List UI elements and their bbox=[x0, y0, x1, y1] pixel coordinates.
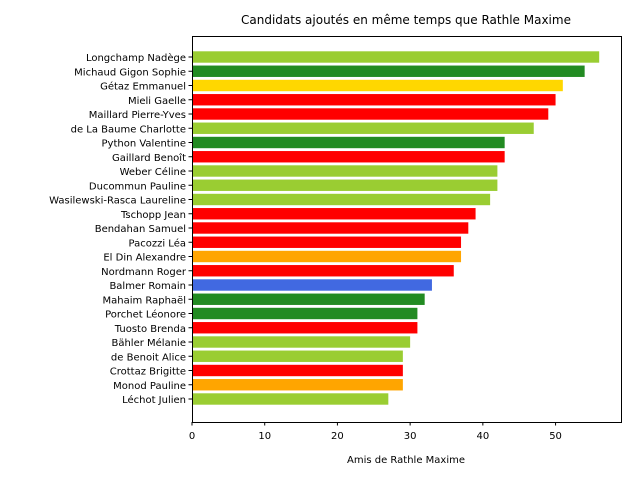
bar bbox=[192, 51, 600, 63]
bar bbox=[192, 364, 403, 377]
y-tick-label: Tschopp Jean bbox=[120, 210, 186, 221]
x-tick-label: 0 bbox=[189, 431, 195, 442]
bar bbox=[192, 108, 549, 120]
bar bbox=[192, 293, 425, 305]
bar bbox=[192, 222, 469, 234]
y-tick-label: Maillard Pierre-Yves bbox=[89, 110, 186, 121]
y-tick-label: Bendahan Samuel bbox=[95, 224, 186, 235]
y-tick-label: Mieli Gaelle bbox=[128, 96, 186, 107]
y-tick-label: Balmer Romain bbox=[109, 281, 186, 292]
y-tick-label: de La Baume Charlotte bbox=[71, 124, 186, 135]
x-ticks: 0 10 20 30 40 50 bbox=[189, 422, 562, 442]
bar bbox=[192, 336, 411, 348]
x-tick-label: 40 bbox=[476, 431, 489, 442]
bar bbox=[192, 265, 454, 277]
x-tick-label: 10 bbox=[258, 431, 271, 442]
bar bbox=[192, 350, 403, 362]
bar bbox=[192, 279, 432, 291]
y-tick-label: Pacozzi Léa bbox=[129, 237, 186, 249]
bar bbox=[192, 236, 462, 248]
bar bbox=[192, 165, 498, 177]
bar bbox=[192, 208, 476, 220]
x-tick-label: 50 bbox=[549, 431, 562, 442]
y-tick-label: Léchot Julien bbox=[122, 394, 186, 406]
y-tick-label: Michaud Gigon Sophie bbox=[74, 67, 186, 78]
bar bbox=[192, 379, 403, 391]
y-tick-label: Wasilewski-Rasca Laureline bbox=[49, 196, 186, 207]
y-tick-label: Weber Céline bbox=[120, 166, 186, 178]
bar bbox=[192, 322, 418, 334]
bar bbox=[192, 250, 462, 263]
y-tick-label: Nordmann Roger bbox=[101, 267, 187, 278]
bar bbox=[192, 193, 491, 206]
bar bbox=[192, 151, 505, 163]
x-axis-label: Amis de Rathle Maxime bbox=[347, 455, 465, 466]
y-tick-label: Gétaz Emmanuel bbox=[100, 81, 186, 93]
y-tick-label: Longchamp Nadège bbox=[86, 52, 186, 64]
bar bbox=[192, 65, 585, 77]
axes-frame bbox=[192, 36, 622, 423]
bar bbox=[192, 79, 563, 92]
y-tick-label: El Din Alexandre bbox=[103, 253, 186, 264]
bars-group bbox=[192, 51, 600, 405]
y-tick-label: Python Valentine bbox=[102, 139, 187, 150]
x-tick-label: 20 bbox=[331, 431, 344, 442]
y-tick-label: Gaillard Benoît bbox=[112, 152, 186, 164]
y-tick-label: Ducommun Pauline bbox=[89, 181, 186, 192]
bar bbox=[192, 122, 534, 134]
bar bbox=[192, 307, 418, 320]
y-tick-labels: Longchamp Nadège Michaud Gigon Sophie Géta… bbox=[49, 52, 192, 406]
chart-title: Candidats ajoutés en même temps que Rath… bbox=[241, 13, 571, 27]
y-tick-label: Crottaz Brigitte bbox=[110, 367, 186, 378]
x-tick-label: 30 bbox=[404, 431, 417, 442]
y-tick-label: Porchet Léonore bbox=[105, 309, 186, 321]
y-tick-label: Monod Pauline bbox=[113, 381, 186, 392]
y-tick-label: Bähler Mélanie bbox=[111, 337, 186, 349]
y-tick-label: Mahaim Raphaël bbox=[102, 295, 186, 306]
y-tick-label: de Benoit Alice bbox=[111, 352, 186, 363]
bar bbox=[192, 136, 505, 149]
bar bbox=[192, 393, 389, 405]
bar bbox=[192, 179, 498, 191]
bar bbox=[192, 94, 556, 106]
y-tick-label: Tuosto Brenda bbox=[114, 324, 186, 335]
